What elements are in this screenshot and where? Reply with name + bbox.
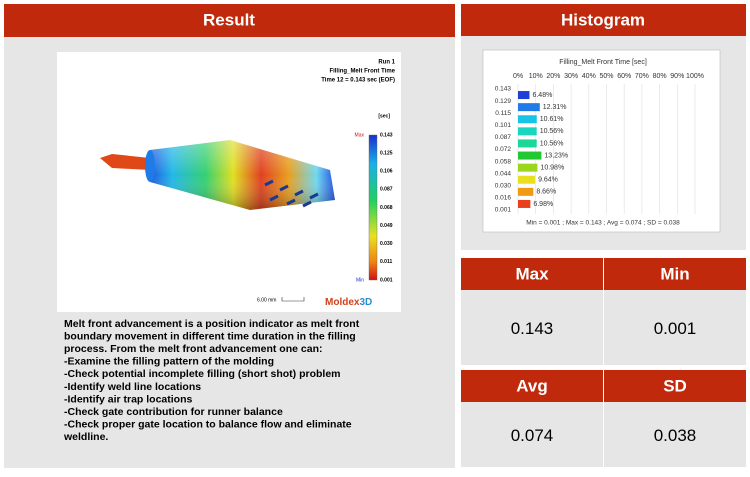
time-label: Time 12 = 0.143 sec (EOF) — [321, 78, 395, 84]
chart-footer: Min = 0.001 ; Max = 0.143 ; Avg = 0.074 … — [526, 220, 680, 227]
scale-tick-label: 0.125 — [380, 150, 393, 156]
stat-header — [604, 258, 746, 290]
stat-label: SD — [663, 376, 687, 395]
x-tick-label: 0% — [513, 73, 523, 80]
min-marker: Min — [356, 277, 364, 283]
stat-value: 0.001 — [654, 319, 697, 338]
stat-label: Max — [515, 264, 549, 283]
stat-label: Min — [660, 264, 689, 283]
x-tick-label: 70% — [635, 73, 649, 80]
description-line: -Check potential incomplete filling (sho… — [64, 368, 341, 380]
result-name: Filling_Melt Front Time — [329, 69, 395, 75]
stat-header — [461, 370, 603, 402]
bar — [518, 103, 540, 112]
max-marker: Max — [355, 132, 365, 138]
description-line: weldline. — [63, 431, 108, 443]
y-tick-label: 0.072 — [495, 146, 512, 153]
value-label: 8.66% — [536, 189, 556, 196]
bar — [518, 139, 537, 148]
brand: Moldex3D — [325, 297, 372, 308]
y-tick-label: 0.001 — [495, 207, 512, 214]
x-tick-label: 60% — [617, 73, 631, 80]
chart-title: Filling_Melt Front Time [sec] — [559, 59, 647, 66]
stat-header — [461, 258, 603, 290]
brand-name: Moldex — [325, 297, 360, 308]
stat-label: Avg — [516, 376, 548, 395]
value-label: 6.98% — [533, 201, 553, 208]
value-label: 10.56% — [540, 128, 564, 135]
x-tick-label: 10% — [529, 73, 543, 80]
stat-cell — [604, 402, 746, 467]
bar — [518, 115, 537, 124]
stat-value: 0.038 — [654, 426, 697, 445]
scale-tick-label: 0.143 — [380, 132, 393, 138]
stat-cell — [604, 290, 746, 365]
x-tick-label: 100% — [686, 73, 704, 80]
value-label: 6.48% — [532, 92, 552, 99]
stat-value: 0.143 — [511, 319, 554, 338]
stat-cell — [461, 290, 603, 365]
color-scale — [368, 134, 378, 281]
mold-part — [100, 140, 335, 210]
scale-tick-label: 0.001 — [380, 277, 393, 283]
description-line: -Check gate contribution for runner bala… — [64, 406, 283, 418]
description-line: -Examine the filling pattern of the mold… — [64, 356, 274, 368]
x-tick-label: 50% — [599, 73, 613, 80]
x-tick-label: 40% — [582, 73, 596, 80]
scale-bar-label: 6.00 mm — [257, 297, 276, 303]
scale-tick-label: 0.049 — [380, 223, 393, 229]
value-label: 10.98% — [540, 164, 564, 171]
scale-tick-label: 0.068 — [380, 205, 393, 211]
x-tick-label: 30% — [564, 73, 578, 80]
bar — [518, 187, 534, 196]
scale-bar — [281, 297, 305, 302]
y-tick-label: 0.016 — [495, 195, 512, 202]
stat-value: 0.074 — [511, 426, 554, 445]
description-line: Melt front advancement is a position ind… — [64, 318, 360, 330]
value-label: 12.31% — [543, 104, 567, 111]
x-tick-label: 80% — [653, 73, 667, 80]
x-tick-label: 20% — [546, 73, 560, 80]
y-tick-label: 0.115 — [495, 110, 511, 117]
x-tick-label: 90% — [670, 73, 684, 80]
bar — [518, 175, 536, 184]
run-label: Run 1 — [378, 60, 395, 66]
bar — [518, 151, 542, 160]
y-tick-label: 0.101 — [495, 122, 512, 129]
scale-tick-label: 0.106 — [380, 169, 393, 175]
y-tick-label: 0.129 — [495, 98, 512, 105]
scale-tick-label: 0.011 — [380, 259, 392, 265]
scale-tick-label: 0.087 — [380, 187, 393, 193]
value-label: 9.64% — [538, 177, 558, 184]
value-label: 10.56% — [540, 140, 564, 147]
bar — [518, 127, 537, 136]
description-line: process. From the melt front advancement… — [64, 343, 322, 355]
y-tick-label: 0.087 — [495, 134, 512, 141]
description-line: boundary movement in different time dura… — [64, 330, 356, 342]
result-title: Result — [203, 10, 255, 29]
stat-cell — [461, 402, 603, 467]
description-line: -Check proper gate location to balance f… — [64, 419, 352, 431]
y-tick-label: 0.143 — [495, 86, 512, 93]
histogram-header — [461, 4, 746, 36]
y-tick-label: 0.058 — [495, 158, 512, 165]
value-label: 13.23% — [544, 152, 568, 159]
y-tick-label: 0.044 — [495, 170, 512, 177]
bar — [518, 163, 538, 172]
stat-header — [604, 370, 746, 402]
description-line: -Identify weld line locations — [64, 381, 201, 393]
unit-label: [sec] — [378, 113, 390, 119]
bar — [518, 91, 530, 100]
scale-tick-label: 0.030 — [380, 241, 393, 247]
brand-suffix: 3D — [359, 297, 372, 308]
histogram-title: Histogram — [561, 10, 645, 29]
y-tick-label: 0.030 — [495, 183, 512, 190]
description-line: -Identify air trap locations — [64, 393, 193, 405]
result-header — [4, 4, 455, 37]
bar — [518, 199, 531, 208]
value-label: 10.61% — [540, 116, 564, 123]
